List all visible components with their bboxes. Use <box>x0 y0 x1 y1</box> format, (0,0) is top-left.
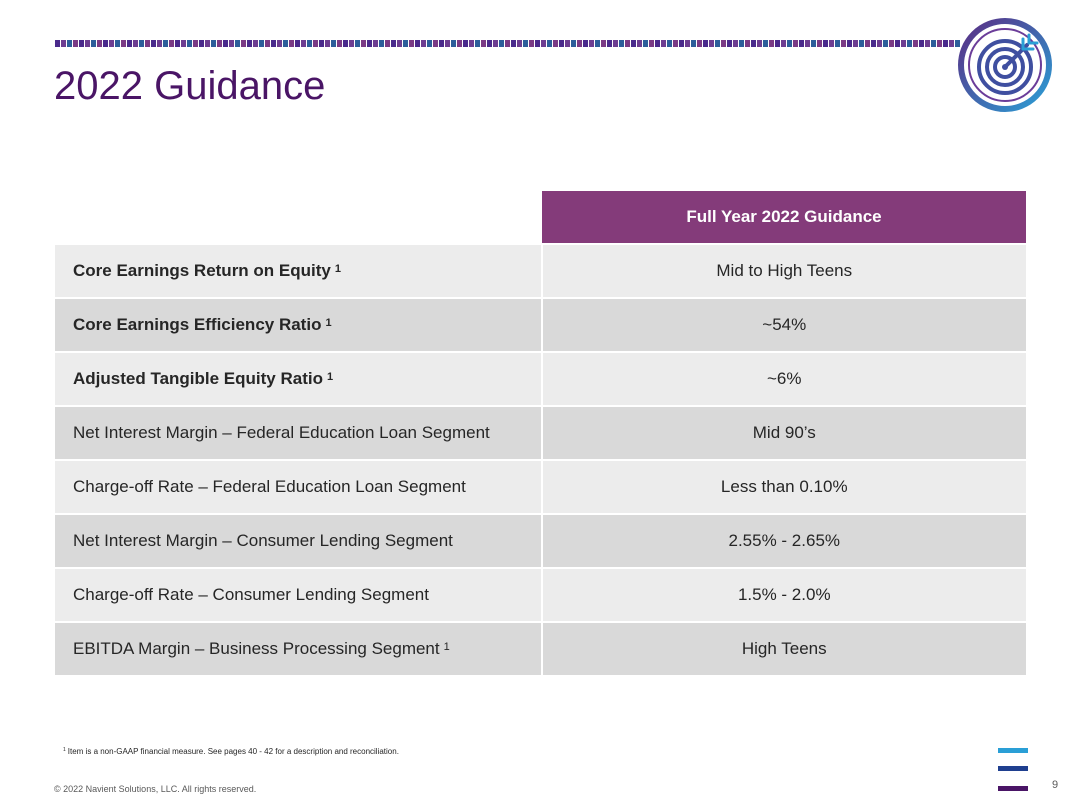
row-value: Mid 90’s <box>542 407 1026 459</box>
table-body: Core Earnings Return on Equity 1 Mid to Hi… <box>55 245 1026 675</box>
row-label-text: Net Interest Margin – Federal Education … <box>73 423 490 442</box>
table-row: Net Interest Margin – Consumer Lending S… <box>55 515 1026 567</box>
brand-mark-middle <box>998 766 1028 771</box>
row-label-text: Charge-off Rate – Federal Education Loan… <box>73 477 466 496</box>
row-label: Charge-off Rate – Consumer Lending Segme… <box>55 569 541 621</box>
row-label: Net Interest Margin – Consumer Lending S… <box>55 515 541 567</box>
row-label-text: Net Interest Margin – Consumer Lending S… <box>73 531 453 550</box>
page-number: 9 <box>1052 779 1059 791</box>
row-value: 1.5% - 2.0% <box>542 569 1026 621</box>
row-value: Less than 0.10% <box>542 461 1026 513</box>
footnote-ref: 1 <box>443 641 450 653</box>
footnote-ref: 1 <box>326 371 334 383</box>
table-row: Net Interest Margin – Federal Education … <box>55 407 1026 459</box>
footnote-ref: 1 <box>325 317 332 329</box>
header-decorative-bar <box>55 40 960 47</box>
copyright: © 2022 Navient Solutions, LLC. All right… <box>54 784 257 794</box>
brand-mark-top <box>998 748 1028 753</box>
row-label: Charge-off Rate – Federal Education Loan… <box>55 461 541 513</box>
row-label-text: EBITDA Margin – Business Processing Segm… <box>73 639 440 658</box>
footnote-marker: 1 <box>63 747 66 753</box>
footnote-text: Item is a non-GAAP financial measure. Se… <box>67 747 399 756</box>
table-row: Core Earnings Efficiency Ratio 1 ~54% <box>55 299 1026 351</box>
table-row: Adjusted Tangible Equity Ratio 1 ~6% <box>55 353 1026 405</box>
table-row: Core Earnings Return on Equity 1 Mid to Hi… <box>55 245 1026 297</box>
table-row: EBITDA Margin – Business Processing Segm… <box>55 623 1026 675</box>
row-label: Core Earnings Return on Equity 1 <box>55 245 541 297</box>
table-row: Charge-off Rate – Consumer Lending Segme… <box>55 569 1026 621</box>
table-row: Charge-off Rate – Federal Education Loan… <box>55 461 1026 513</box>
row-value: ~6% <box>542 353 1026 405</box>
row-value: Mid to High Teens <box>542 245 1026 297</box>
row-label-text: Core Earnings Return on Equity <box>73 261 331 280</box>
row-label-text: Core Earnings Efficiency Ratio <box>73 315 322 334</box>
footnote-ref: 1 <box>334 263 341 275</box>
table-header-row: Full Year 2022 Guidance <box>55 191 1026 243</box>
guidance-table: Full Year 2022 Guidance Core Earnings Re… <box>55 191 1026 677</box>
header-spacer <box>55 191 541 243</box>
row-value: 2.55% - 2.65% <box>542 515 1026 567</box>
page-title: 2022 Guidance <box>54 64 326 108</box>
column-header: Full Year 2022 Guidance <box>542 191 1026 243</box>
row-label: Adjusted Tangible Equity Ratio 1 <box>55 353 541 405</box>
row-label-text: Adjusted Tangible Equity Ratio <box>73 369 323 388</box>
row-value: ~54% <box>542 299 1026 351</box>
row-label-text: Charge-off Rate – Consumer Lending Segme… <box>73 585 429 604</box>
footnote: 1 Item is a non-GAAP financial measure. S… <box>63 747 399 756</box>
row-label: EBITDA Margin – Business Processing Segm… <box>55 623 541 675</box>
row-label: Core Earnings Efficiency Ratio 1 <box>55 299 541 351</box>
row-value: High Teens <box>542 623 1026 675</box>
brand-mark-bottom <box>998 786 1028 791</box>
row-label: Net Interest Margin – Federal Education … <box>55 407 541 459</box>
target-icon <box>958 18 1052 112</box>
